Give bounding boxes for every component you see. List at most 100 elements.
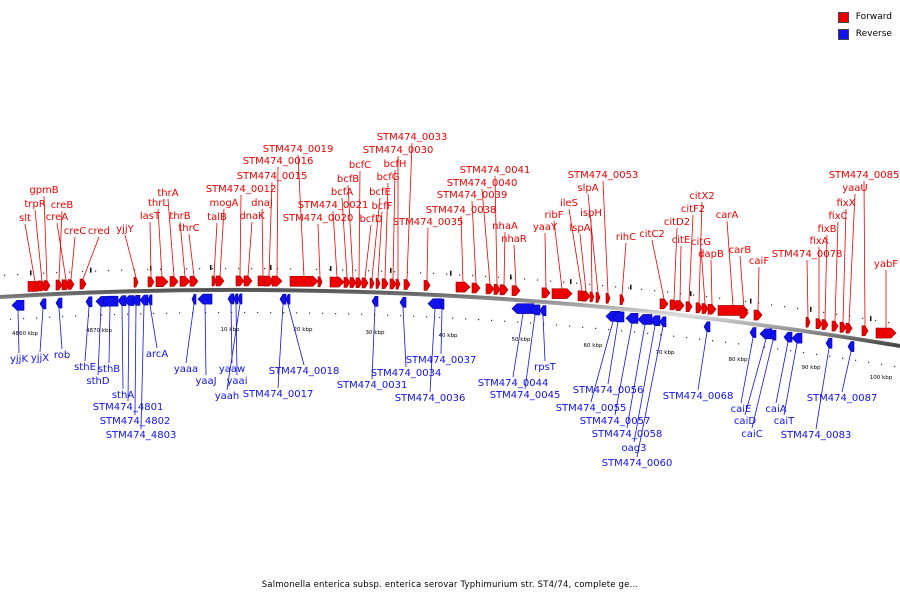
forward-gene-slpA[interactable]: slpA	[577, 183, 601, 303]
forward-gene-STM474_0040[interactable]: STM474_0040	[447, 178, 518, 295]
reverse-gene-sthA[interactable]: sthA	[112, 295, 134, 401]
forward-gene-STM474_0033[interactable]: STM474_0033	[377, 132, 448, 290]
forward-gene-fixA[interactable]: fixA	[809, 236, 829, 330]
forward-gene-bcfG[interactable]: bcfG	[376, 172, 400, 289]
forward-gene-STM474_0078[interactable]: STM474_0078	[772, 249, 843, 328]
reverse-gene-STM474_0057[interactable]: STM474_0057	[580, 312, 651, 427]
reverse-gene-oag3[interactable]: oag3	[622, 315, 661, 454]
forward-gene-citF2[interactable]: citF2	[681, 204, 705, 312]
forward-gene-STM474_0019[interactable]: STM474_0019	[263, 144, 334, 287]
forward-gene-bcfC[interactable]: bcfC	[349, 160, 371, 289]
forward-gene-dapB[interactable]: dapB	[698, 249, 724, 315]
reverse-gene-STM474_0045[interactable]: STM474_0045	[490, 304, 561, 401]
forward-gene-mogA[interactable]: mogA	[209, 198, 239, 287]
forward-gene-lasT[interactable]: lasT	[140, 211, 161, 288]
forward-gene-fixC[interactable]: fixC	[828, 211, 848, 332]
reverse-gene-yjjK[interactable]: yjjK	[10, 299, 28, 365]
forward-gene-yaaU[interactable]: yaaU	[842, 183, 868, 334]
reverse-gene-STM474_0068[interactable]: STM474_0068	[663, 321, 734, 402]
reverse-gene-yaaJ[interactable]: yaaJ	[195, 293, 217, 387]
reverse-gene-sthB[interactable]: sthB	[98, 295, 120, 375]
forward-gene-bcfF[interactable]: bcfF	[371, 201, 393, 289]
reverse-gene-STM474_4801[interactable]: STM474_4801	[93, 295, 164, 413]
forward-gene-nhaA[interactable]: nhaA	[492, 221, 518, 296]
forward-gene-cred[interactable]: cred	[79, 226, 110, 290]
forward-gene-STM474_0035[interactable]: STM474_0035	[393, 217, 464, 291]
forward-gene-ispH[interactable]: ispH	[580, 208, 602, 303]
reverse-gene-STM474_0087[interactable]: STM474_0087	[807, 341, 878, 404]
reverse-gene-sthE[interactable]: sthE	[74, 296, 96, 373]
reverse-gene-STM474_0083[interactable]: STM474_0083	[781, 337, 852, 441]
forward-gene-gpmB[interactable]: gpmB	[29, 185, 59, 291]
reverse-gene-caiC[interactable]: caiC	[741, 329, 777, 440]
forward-gene-STM474_0015[interactable]: STM474_0015	[237, 171, 308, 287]
reverse-gene-STM474_0060[interactable]: STM474_0060	[602, 316, 673, 469]
forward-gene-STM474_0016[interactable]: STM474_0016	[243, 156, 314, 287]
reverse-gene-arcA[interactable]: arcA	[146, 294, 169, 360]
forward-gene-STM474_0041[interactable]: STM474_0041	[460, 165, 531, 295]
forward-gene-citX2[interactable]: citX2	[689, 191, 715, 314]
reverse-gene-yjjX[interactable]: yjjX	[31, 298, 49, 364]
reverse-gene-yaaa[interactable]: yaaa	[174, 293, 198, 375]
reverse-gene-caiE[interactable]: caiE	[731, 327, 757, 415]
reverse-gene-STM474_0031[interactable]: STM474_0031	[337, 295, 408, 391]
reverse-gene-STM474_4803[interactable]: STM474_4803	[106, 294, 177, 441]
reverse-gene-caiA[interactable]: caiA	[765, 331, 793, 415]
reverse-swatch	[837, 29, 849, 40]
forward-gene-yjjY[interactable]: yjjY	[116, 224, 139, 288]
forward-gene-thrA[interactable]: thrA	[157, 188, 179, 287]
forward-gene-citE[interactable]: citE	[672, 235, 691, 311]
reverse-gene-yaaw[interactable]: yaaw	[219, 293, 245, 375]
track-dot	[394, 271, 396, 273]
reverse-gene-STM474_0056[interactable]: STM474_0056	[573, 311, 644, 396]
forward-gene-bcfB[interactable]: bcfB	[337, 174, 359, 288]
forward-gene-STM474_0030[interactable]: STM474_0030	[363, 145, 434, 290]
reverse-gene-STM474_4802[interactable]: STM474_4802	[100, 294, 171, 427]
forward-gene-rihC[interactable]: rihC	[616, 232, 636, 305]
forward-gene-fixB[interactable]: fixB	[817, 224, 837, 330]
forward-gene-STM474_0053[interactable]: STM474_0053	[568, 170, 639, 304]
forward-gene-yaaY[interactable]: yaaY	[533, 222, 558, 299]
forward-gene-nhaR[interactable]: nhaR	[501, 234, 527, 296]
forward-gene-bcfH[interactable]: bcfH	[384, 159, 407, 290]
reverse-gene-STM474_0034[interactable]: STM474_0034	[371, 297, 442, 379]
forward-gene-bcfA[interactable]: bcfA	[331, 187, 353, 288]
forward-gene-citD2[interactable]: citD2	[664, 217, 690, 311]
forward-gene-ribF[interactable]: ribF	[545, 210, 573, 299]
forward-gene-STM474_0021[interactable]: STM474_0021	[298, 200, 369, 288]
forward-gene-citC2[interactable]: citC2	[639, 229, 669, 310]
forward-gene-thrL[interactable]: thrL	[148, 198, 169, 288]
forward-gene-bcfD[interactable]: bcfD	[359, 214, 383, 289]
reverse-gene-yaah[interactable]: yaah	[215, 293, 243, 402]
forward-gene-bcfE[interactable]: bcfE	[369, 187, 391, 289]
forward-gene-STM474_0012[interactable]: STM474_0012	[206, 184, 277, 287]
forward-gene-citG[interactable]: citG	[691, 237, 711, 314]
forward-gene-STM474_0085[interactable]: STM474_0085	[829, 170, 900, 337]
forward-gene-STM474_0039[interactable]: STM474_0039	[437, 190, 508, 294]
forward-gene-STM474_0038[interactable]: STM474_0038	[426, 205, 497, 293]
forward-gene-thrC[interactable]: thrC	[178, 223, 200, 287]
forward-gene-label: nhaA	[492, 221, 518, 232]
reverse-gene-STM474_0037[interactable]: STM474_0037	[406, 298, 477, 366]
reverse-gene-caiT[interactable]: caiT	[774, 332, 803, 427]
forward-gene-fixX[interactable]: fixX	[836, 198, 856, 333]
forward-gene-lspA[interactable]: lspA	[569, 223, 591, 302]
forward-gene-carB[interactable]: carB	[729, 245, 752, 319]
forward-gene-creA[interactable]: creA	[46, 212, 71, 291]
forward-gene-thrB[interactable]: thrB	[169, 211, 191, 287]
forward-gene-caiF[interactable]: caiF	[749, 256, 769, 321]
reverse-gene-STM474_0018[interactable]: STM474_0018	[269, 293, 340, 377]
reverse-gene-STM474_0044[interactable]: STM474_0044	[478, 303, 549, 389]
reverse-gene-rob[interactable]: rob	[54, 297, 70, 361]
reverse-gene-yaai[interactable]: yaai	[227, 293, 248, 387]
forward-gene-talB[interactable]: talB	[207, 212, 227, 287]
reverse-gene-STM474_0055[interactable]: STM474_0055	[556, 311, 627, 414]
forward-gene-dnaK[interactable]: dnaK	[239, 211, 265, 287]
forward-gene-STM474_0020[interactable]: STM474_0020	[283, 213, 354, 288]
forward-gene-creC[interactable]: creC	[64, 226, 87, 290]
reverse-gene-rpsT[interactable]: rpsT	[534, 305, 557, 373]
forward-gene-yabF[interactable]: yabF	[874, 259, 898, 339]
reverse-gene-sthD[interactable]: sthD	[86, 296, 110, 387]
reverse-gene-STM474_0017[interactable]: STM474_0017	[243, 293, 314, 400]
forward-gene-slt[interactable]: slt	[19, 213, 43, 292]
